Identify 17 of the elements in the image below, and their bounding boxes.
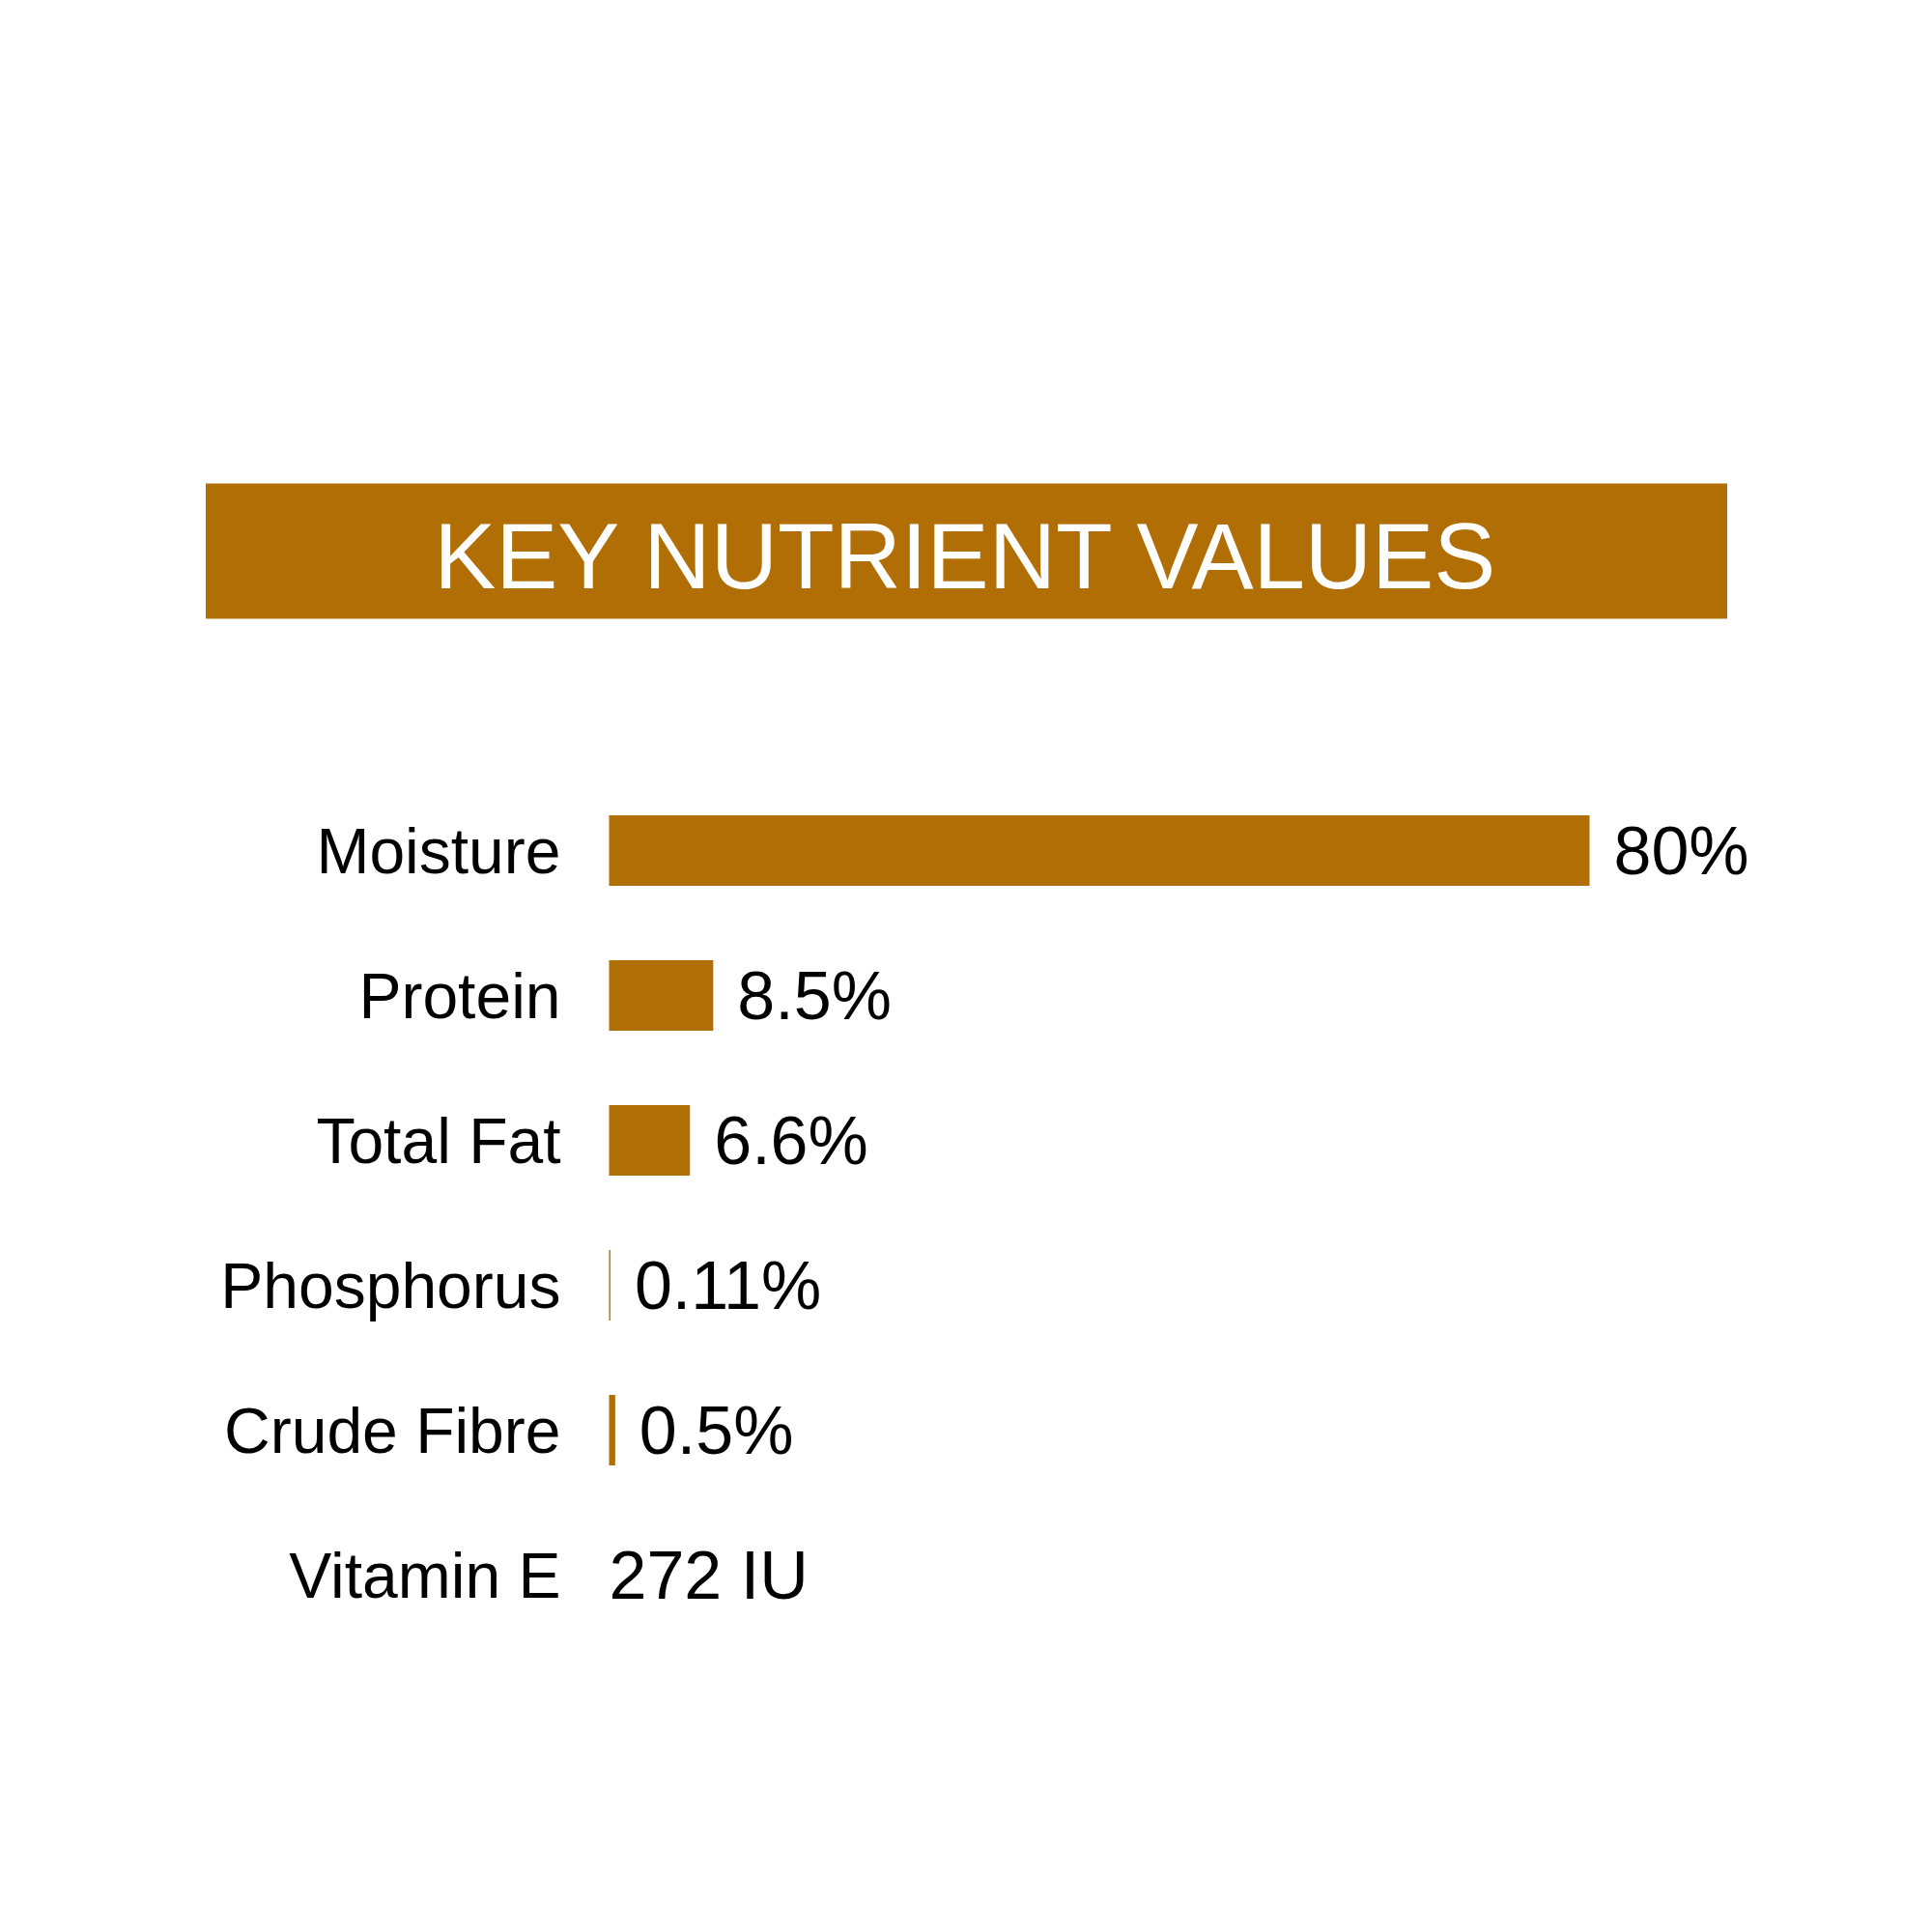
y-tick-label: Protein	[358, 959, 561, 1032]
data-label: 80%	[1613, 812, 1749, 889]
data-label: 0.11%	[634, 1247, 822, 1323]
bar	[609, 1105, 691, 1176]
data-label: 6.6%	[714, 1102, 868, 1179]
bar	[609, 815, 1590, 886]
bar	[609, 1395, 615, 1465]
y-tick-label: Crude Fibre	[224, 1394, 561, 1466]
y-tick-label: Total Fat	[316, 1104, 561, 1177]
text: 272 IU	[609, 1537, 809, 1613]
data-label: 8.5%	[737, 957, 892, 1034]
y-tick-label: Vitamin E	[289, 1539, 561, 1611]
data-label: 0.5%	[639, 1392, 794, 1468]
chart-title: KEY NUTRIENT VALUES	[434, 504, 1496, 608]
y-tick-label: Moisture	[316, 814, 561, 887]
y-tick-label: Phosphorus	[220, 1249, 561, 1321]
bar	[609, 960, 714, 1031]
